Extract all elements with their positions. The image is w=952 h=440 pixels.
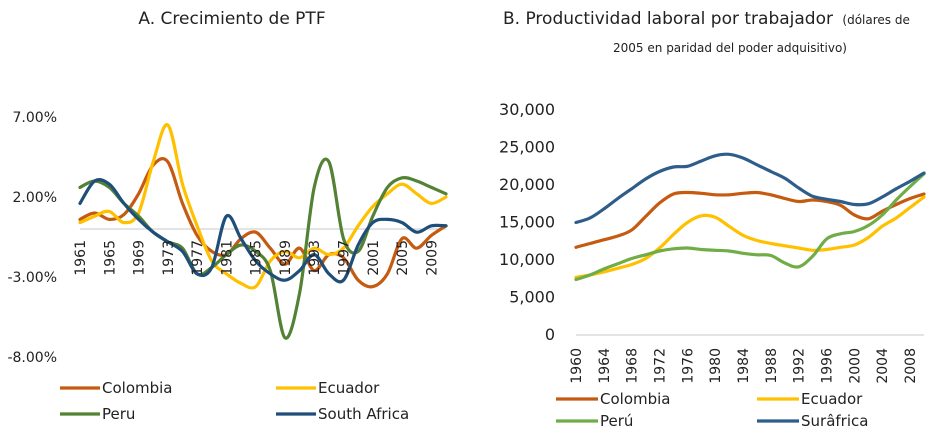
b-series-line-peru [574,172,926,282]
a-x-tick-label: 1985 [249,240,265,276]
a-legend-item-peru: Peru [60,405,135,423]
a-x-tick-label: 2009 [424,240,440,276]
chart-a-title: A. Crecimiento de PTF [138,9,325,29]
chart-b-subtitle-inline: (dólares de [842,13,909,27]
a-x-tick-label: 1965 [102,240,118,276]
b-x-tick-label: 1960 [569,348,585,384]
chart-b-series [574,152,926,282]
b-y-tick-label: 10,000 [499,250,555,269]
b-legend-label: Surâfrica [801,412,868,430]
chart-b-title-main: B. Productividad laboral por trabajador [503,9,833,29]
b-x-tick-label: 1968 [625,348,641,384]
chart-a-x-axis: 1961 1965 1969 1973 1977 1981 1985 1989 1993 1997… [73,240,440,276]
a-y-tick-label: 2.00% [13,190,57,206]
b-series-line-ecuador [574,195,926,279]
a-x-tick-label: 2005 [395,240,411,276]
a-x-tick-label: 1997 [337,240,353,276]
b-legend-item-surafrica: Surâfrica [757,412,868,430]
b-legend-item-peru: Perú [556,412,633,430]
a-x-tick-label: 1973 [161,240,177,276]
a-x-tick-label: 1977 [190,240,206,276]
chart-b-x-axis: 1960 1964 1968 1972 1976 1980 1984 1988 1992 1996… [569,348,919,384]
chart-a-series [78,123,448,340]
a-series-line-south-africa [78,178,448,284]
chart-b-subtitle: 2005 en paridad del poder adquisitivo) [613,41,847,55]
a-y-tick-label: -3.00% [7,270,57,286]
a-x-tick-label: 1989 [278,240,294,276]
a-series-line-peru [78,157,448,340]
chart-b-y-axis: 30,000 25,000 20,000 15,000 10,000 5,000 0 [499,100,555,344]
b-x-tick-label: 1996 [820,348,836,384]
a-legend-label: Peru [102,405,135,423]
a-legend-label: Colombia [102,379,173,397]
b-x-tick-label: 1976 [680,348,696,384]
b-legend-label: Perú [600,412,633,430]
a-legend-label: South Africa [318,405,409,423]
b-x-tick-label: 1992 [792,348,808,384]
b-x-tick-label: 1984 [736,348,752,384]
chart-b: B. Productividad laboral por trabajador … [499,9,926,430]
b-legend-item-ecuador: Ecuador [757,390,863,408]
b-x-tick-label: 1988 [764,348,780,384]
chart-a-legend: Colombia Ecuador Peru South Africa [60,379,409,423]
b-y-tick-label: 25,000 [499,138,555,157]
b-legend-item-colombia: Colombia [556,390,671,408]
b-x-tick-label: 2008 [903,348,919,384]
b-y-tick-label: 15,000 [499,213,555,232]
chart-b-legend: Colombia Ecuador Perú Surâfrica [556,390,868,430]
b-legend-label: Ecuador [801,390,863,408]
b-y-tick-label: 0 [545,325,555,344]
a-x-tick-label: 2001 [366,240,382,276]
b-x-tick-label: 1972 [653,348,669,384]
a-x-tick-label: 1969 [132,240,148,276]
b-y-tick-label: 30,000 [499,100,555,119]
a-x-tick-label: 1981 [219,240,235,276]
a-legend-item-south-africa: South Africa [276,405,409,423]
chart-a-y-axis: 7.00% 2.00% -3.00% -8.00% [7,110,57,366]
a-x-tick-label: 1961 [73,240,89,276]
b-x-tick-label: 1964 [597,348,613,384]
b-x-tick-label: 1980 [708,348,724,384]
b-x-tick-label: 2004 [875,348,891,384]
a-legend-item-colombia: Colombia [60,379,173,397]
a-y-tick-label: 7.00% [13,110,57,126]
a-x-tick-label: 1993 [307,240,323,276]
a-series-line-ecuador [78,123,448,290]
b-y-tick-label: 5,000 [509,288,555,307]
b-y-tick-label: 20,000 [499,175,555,194]
chart-b-title: B. Productividad laboral por trabajador … [503,9,910,29]
b-series-line-colombia [574,190,926,249]
a-y-tick-label: -8.00% [7,350,57,366]
b-legend-label: Colombia [600,390,671,408]
b-x-tick-label: 2000 [847,348,863,384]
a-legend-label: Ecuador [318,379,380,397]
b-series-line-surafrica [574,152,926,225]
a-legend-item-ecuador: Ecuador [276,379,380,397]
chart-a: A. Crecimiento de PTF 7.00% 2.00% -3.00% -8… [7,9,448,423]
a-series-line-colombia [78,157,448,289]
